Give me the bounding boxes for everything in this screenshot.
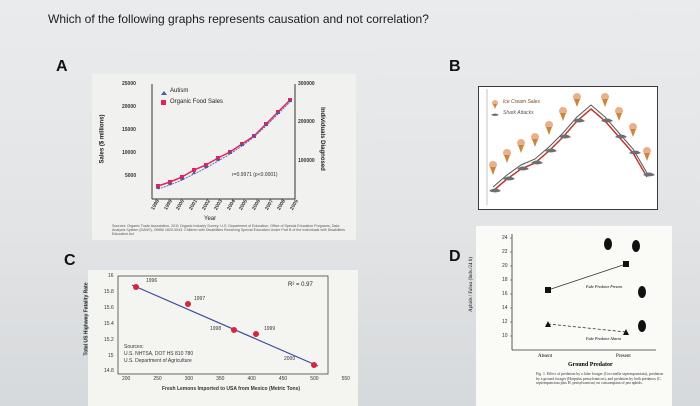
data-points (133, 284, 317, 368)
graph-d-plot (510, 234, 656, 351)
graph-d: Aphids / Fabea (Inds./24 h) 24 22 20 18 … (469, 226, 672, 406)
xtick: 400 (247, 376, 256, 382)
option-a-label: A (56, 58, 68, 75)
graph-d-caption: Fig. 1. Effect of predation by a false f… (536, 372, 664, 386)
xtick: 200 (122, 376, 131, 382)
ytick-right: 100000 (298, 158, 315, 164)
graph-c-sources-title: Sources: (124, 344, 144, 350)
ytick-left: 20000 (122, 104, 136, 110)
ytick: 16 (502, 291, 508, 297)
point-label: 1997 (194, 296, 206, 302)
xcat-present: Present (616, 354, 631, 359)
graph-a-annotation: r=0.9971 (p<0.0001) (232, 172, 278, 178)
ytick: 22 (502, 249, 508, 255)
ytick-right: 300000 (298, 81, 315, 87)
graph-b-plot (486, 89, 655, 205)
xtick: 500 (310, 376, 319, 382)
ytick-left: 5000 (125, 173, 137, 179)
ytick: 14.8 (104, 368, 114, 374)
option-c-label: C (64, 252, 76, 269)
legend-ice-cream: Ice Cream Sales (503, 99, 540, 105)
data-points (545, 261, 629, 335)
point-label: 1999 (264, 326, 276, 332)
legend-organic: Organic Food Sales (170, 99, 224, 105)
predator-absent-line (547, 323, 627, 333)
graph-b-legend-icons (491, 100, 499, 116)
graph-c-source-1: U.S. NHTSA, DOT HS 810 780 (124, 351, 194, 357)
xtick: 300 (184, 376, 194, 382)
point-label: 1996 (146, 278, 158, 284)
graph-d-ylabel: Aphids / Fabea (Inds./24 h) (468, 257, 474, 312)
point-label: 1998 (210, 326, 222, 332)
graph-d-xlabel: Ground Predator (568, 362, 613, 368)
ytick: 15.4 (104, 321, 114, 327)
xcat-absent: Absent (538, 354, 553, 359)
ytick: 14 (502, 305, 508, 311)
option-b-label: B (449, 58, 461, 75)
ytick: 15 (108, 353, 114, 359)
xtick: 550 (341, 376, 350, 382)
point-label: 2000 (284, 356, 296, 362)
shark-attack-line (492, 108, 648, 192)
ytick: 18 (502, 277, 508, 283)
xtick: 250 (153, 376, 162, 382)
question-text: Which of the following graphs represents… (48, 12, 429, 26)
legend-autism: Autism (170, 88, 189, 94)
graph-a-xticks: 1998 1999 2000 2001 2002 2003 2004 2005 … (150, 199, 300, 212)
graph-a-plot (151, 84, 296, 200)
ytick: 15.2 (104, 337, 114, 343)
ice-cream-line (492, 104, 648, 188)
ice-cream-cone-icons (489, 93, 651, 175)
ytick: 12 (502, 319, 508, 325)
ytick: 10 (502, 333, 508, 339)
option-d-label: D (449, 248, 461, 265)
graph-c-ylabel: Total US Highway Fatality Rate (83, 282, 90, 356)
graph-a-ylabel-right: Individuals Diagnosed (318, 107, 325, 171)
autism-markers (156, 99, 292, 189)
ytick: 16 (108, 273, 114, 279)
trend-line (131, 284, 319, 367)
ytick: 24 (502, 235, 508, 241)
xtick: 450 (278, 376, 288, 382)
graph-c-xlabel: Fresh Lemons Imported to USA from Mexico… (161, 386, 301, 392)
graph-a-xlabel: Year (204, 216, 217, 222)
ytick: 15.8 (104, 289, 114, 295)
graph-c: Total US Highway Fatality Rate 16 15.8 1… (83, 270, 358, 406)
xtick: 350 (216, 376, 225, 382)
legend-predator-absent: Fake Predator Absent (586, 336, 622, 341)
ytick-left: 25000 (122, 81, 136, 87)
ytick-right: 200000 (298, 119, 315, 125)
predator-present-line (547, 263, 627, 291)
graph-a-ylabel-left: Sales ($ millions) (99, 114, 106, 164)
shark-icons (489, 118, 655, 193)
autism-line (157, 101, 291, 190)
graph-c-xticks: 200 250 300 350 400 450 500 550 (122, 376, 350, 382)
ytick: 15.6 (104, 305, 114, 311)
graph-c-r2: R² = 0.97 (288, 282, 313, 288)
graph-b: Ice Cream Sales Shark Attacks (478, 86, 658, 210)
beetle-icons (604, 238, 646, 332)
graph-a-sources: Sources: Organic Trade Association, 2011… (112, 224, 345, 236)
ytick-left: 10000 (122, 150, 136, 156)
legend-predator-present: Fake Predator Present (586, 284, 623, 289)
ytick-left: 15000 (122, 127, 136, 133)
ytick: 20 (502, 263, 508, 269)
graph-c-source-2: U.S. Department of Agriculture (124, 358, 192, 364)
graph-c-plot (117, 275, 329, 375)
legend-sharks: Shark Attacks (503, 110, 534, 116)
graph-a: Autism Organic Food Sales 25000 20000 15… (92, 74, 356, 240)
